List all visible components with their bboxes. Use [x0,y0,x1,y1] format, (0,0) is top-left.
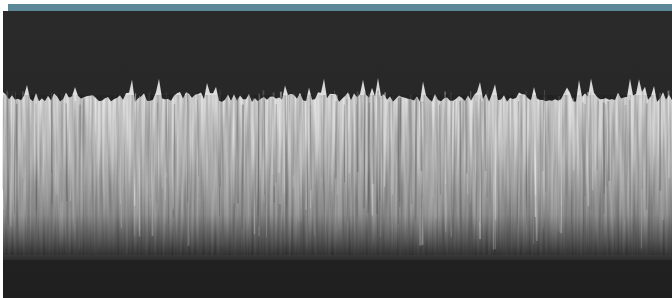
texture [3,95,672,255]
page: (() => { JSON.parse(document.getElementB… [0,0,672,298]
photo [0,0,672,298]
top-bar [8,4,672,11]
